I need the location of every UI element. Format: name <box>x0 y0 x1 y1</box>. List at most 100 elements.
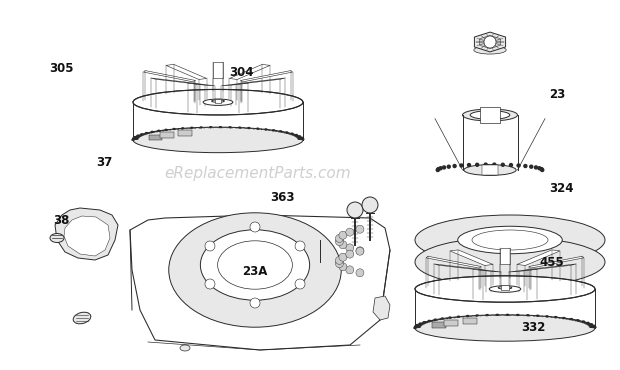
Ellipse shape <box>73 312 91 324</box>
Ellipse shape <box>131 139 135 141</box>
Ellipse shape <box>415 315 595 341</box>
Ellipse shape <box>498 286 511 289</box>
Circle shape <box>250 298 260 308</box>
Ellipse shape <box>545 315 549 317</box>
Circle shape <box>524 165 527 168</box>
Circle shape <box>453 165 456 168</box>
Circle shape <box>346 244 354 252</box>
Text: 305: 305 <box>50 62 74 75</box>
Ellipse shape <box>415 237 605 287</box>
Ellipse shape <box>50 233 64 242</box>
Circle shape <box>205 241 215 251</box>
Ellipse shape <box>570 318 573 320</box>
Polygon shape <box>426 256 481 268</box>
Ellipse shape <box>592 324 595 327</box>
Text: 455: 455 <box>539 256 564 269</box>
FancyBboxPatch shape <box>482 165 498 175</box>
Polygon shape <box>434 264 486 271</box>
Circle shape <box>534 166 538 169</box>
Circle shape <box>467 164 471 166</box>
Polygon shape <box>450 250 493 266</box>
Circle shape <box>346 228 354 236</box>
FancyBboxPatch shape <box>215 98 221 103</box>
Ellipse shape <box>164 129 168 131</box>
Ellipse shape <box>466 315 469 317</box>
Circle shape <box>339 231 347 239</box>
Polygon shape <box>166 64 206 80</box>
Circle shape <box>346 266 354 274</box>
Ellipse shape <box>218 241 293 289</box>
Circle shape <box>510 164 513 166</box>
Polygon shape <box>500 248 510 264</box>
Circle shape <box>295 241 305 251</box>
Text: 304: 304 <box>229 65 254 79</box>
Ellipse shape <box>586 322 590 324</box>
Text: 37: 37 <box>96 156 112 169</box>
Ellipse shape <box>474 46 506 54</box>
Polygon shape <box>151 78 200 84</box>
Ellipse shape <box>433 319 437 321</box>
Ellipse shape <box>211 100 224 102</box>
Circle shape <box>335 256 343 265</box>
Text: 363: 363 <box>270 191 294 205</box>
Circle shape <box>460 164 463 167</box>
Circle shape <box>540 168 543 171</box>
Ellipse shape <box>219 126 222 128</box>
Ellipse shape <box>301 138 304 140</box>
Circle shape <box>476 163 479 166</box>
Ellipse shape <box>485 314 489 316</box>
Text: 23A: 23A <box>242 265 267 279</box>
Polygon shape <box>508 269 537 272</box>
Ellipse shape <box>415 324 419 326</box>
Ellipse shape <box>272 129 275 131</box>
Circle shape <box>356 247 364 255</box>
Circle shape <box>437 168 440 171</box>
Ellipse shape <box>464 165 516 175</box>
Ellipse shape <box>300 137 303 139</box>
Ellipse shape <box>133 127 303 153</box>
Ellipse shape <box>151 131 154 133</box>
Polygon shape <box>188 83 215 86</box>
Ellipse shape <box>169 213 341 327</box>
Polygon shape <box>524 264 576 271</box>
Polygon shape <box>480 36 500 48</box>
Ellipse shape <box>140 133 143 135</box>
Circle shape <box>502 163 504 166</box>
Ellipse shape <box>413 327 417 329</box>
Circle shape <box>335 234 343 242</box>
Circle shape <box>517 164 520 167</box>
Ellipse shape <box>264 128 268 131</box>
Ellipse shape <box>470 111 510 119</box>
Polygon shape <box>373 296 390 320</box>
Ellipse shape <box>422 321 426 323</box>
Circle shape <box>484 163 487 166</box>
Ellipse shape <box>200 126 203 128</box>
Circle shape <box>347 202 363 218</box>
Circle shape <box>541 168 544 172</box>
Polygon shape <box>236 78 285 84</box>
Ellipse shape <box>145 132 148 134</box>
Ellipse shape <box>200 230 309 300</box>
Ellipse shape <box>593 326 596 329</box>
Ellipse shape <box>476 314 479 317</box>
Ellipse shape <box>133 136 137 138</box>
Circle shape <box>339 253 347 261</box>
Ellipse shape <box>554 316 557 318</box>
Polygon shape <box>130 215 390 350</box>
Ellipse shape <box>180 345 190 351</box>
FancyBboxPatch shape <box>161 132 174 138</box>
Ellipse shape <box>457 316 460 318</box>
Ellipse shape <box>247 127 250 129</box>
Ellipse shape <box>536 314 539 317</box>
Ellipse shape <box>228 126 232 128</box>
Text: 332: 332 <box>521 321 545 334</box>
Ellipse shape <box>157 130 161 132</box>
Ellipse shape <box>582 320 585 323</box>
Ellipse shape <box>298 135 301 138</box>
Circle shape <box>356 247 364 255</box>
Ellipse shape <box>132 137 135 139</box>
Polygon shape <box>229 64 270 80</box>
Ellipse shape <box>172 128 176 130</box>
Circle shape <box>295 279 305 289</box>
Circle shape <box>346 250 354 258</box>
